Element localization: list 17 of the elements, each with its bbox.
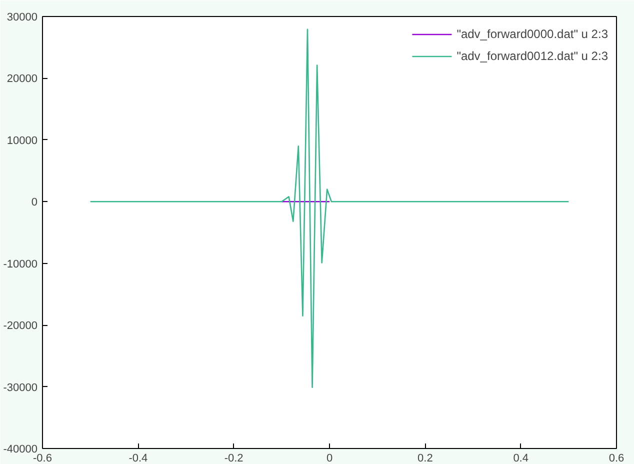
x-tick-label: -0.2: [224, 452, 244, 464]
x-tick-label: -0.6: [33, 452, 52, 464]
y-tick-label: 30000: [6, 12, 38, 24]
x-tick-label: 0: [326, 452, 333, 464]
y-tick-label: 10000: [6, 134, 38, 147]
x-tick-label: 0.6: [608, 452, 624, 464]
x-tick-label: 0.4: [513, 452, 528, 464]
y-tick-label: 0: [31, 196, 38, 209]
y-tick-label: -40000: [3, 444, 38, 456]
y-tick-label: 20000: [6, 73, 38, 86]
x-tick-label: -0.4: [128, 452, 148, 464]
legend-label: "adv_forward0012.dat" u 2:3: [456, 49, 608, 63]
y-tick-label: -20000: [3, 320, 38, 332]
x-tick-label: 0.2: [418, 452, 433, 464]
y-tick-label: -30000: [3, 382, 38, 394]
legend-label: "adv_forward0000.dat" u 2:3: [456, 27, 608, 41]
y-tick-label: -10000: [3, 258, 38, 270]
